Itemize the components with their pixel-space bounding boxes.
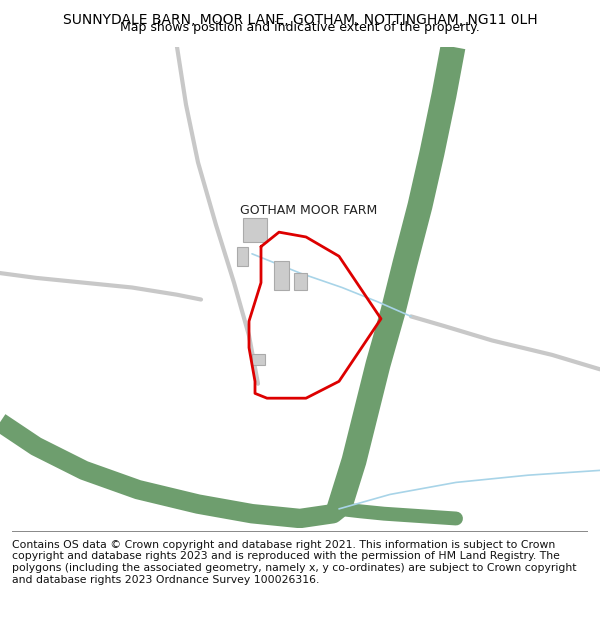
Bar <box>243 217 267 242</box>
Text: SUNNYDALE BARN, MOOR LANE, GOTHAM, NOTTINGHAM, NG11 0LH: SUNNYDALE BARN, MOOR LANE, GOTHAM, NOTTI… <box>62 13 538 27</box>
Text: Contains OS data © Crown copyright and database right 2021. This information is : Contains OS data © Crown copyright and d… <box>12 540 577 584</box>
Text: Map shows position and indicative extent of the property.: Map shows position and indicative extent… <box>120 21 480 34</box>
Text: GOTHAM MOOR FARM: GOTHAM MOOR FARM <box>240 204 377 217</box>
Bar <box>252 354 265 364</box>
Bar <box>294 273 307 290</box>
Bar <box>237 247 248 266</box>
Bar <box>274 261 289 290</box>
